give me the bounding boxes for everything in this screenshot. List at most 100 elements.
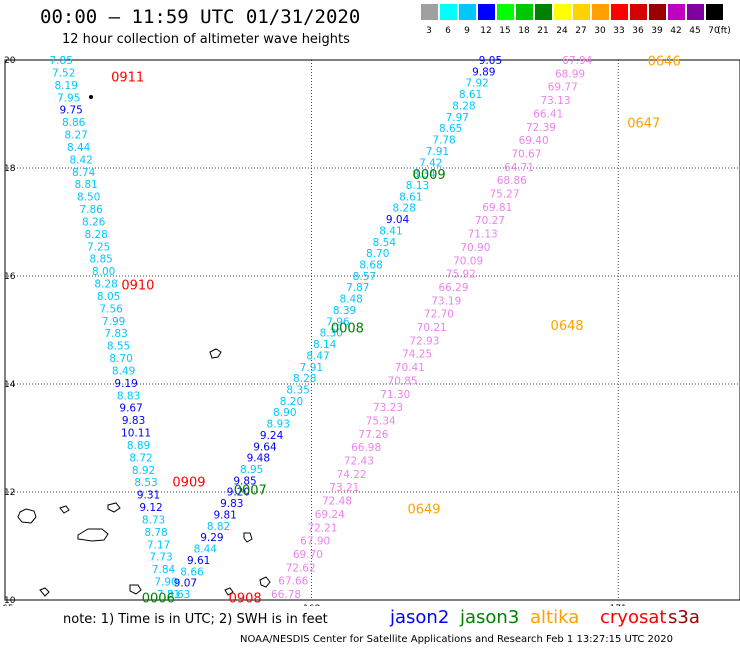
- legend-swatch: [535, 4, 552, 20]
- swh-value: 66.29: [438, 282, 468, 294]
- swh-value: 7.78: [432, 135, 455, 147]
- legend-swatch: [516, 4, 533, 20]
- swh-value: 8.78: [144, 527, 167, 539]
- swh-value: 7.52: [52, 67, 75, 79]
- island-outline: [209, 348, 222, 359]
- swh-value: 8.47: [306, 350, 329, 362]
- swh-value: 9.81: [213, 509, 236, 521]
- swh-value: 8.39: [333, 305, 356, 317]
- swh-value: 7.56: [99, 303, 123, 315]
- swh-value: 8.89: [127, 440, 150, 452]
- island-dot: [89, 95, 93, 99]
- swh-value: 8.54: [373, 237, 397, 249]
- legend-swatch: [687, 4, 704, 20]
- swh-value: 7.86: [79, 204, 103, 216]
- swh-value: 8.50: [77, 192, 100, 204]
- swh-value: 72.93: [409, 335, 439, 347]
- track-label: 0911: [111, 71, 144, 86]
- legend-swatch: [592, 4, 609, 20]
- swh-value: 8.72: [129, 452, 152, 464]
- lat-tick-label: 10: [4, 596, 16, 606]
- swh-value: 9.29: [200, 532, 223, 544]
- swh-value: 9.61: [187, 555, 210, 567]
- swh-value: 7.96: [326, 316, 350, 328]
- swh-value: 8.28: [393, 203, 416, 215]
- legend-label: 12: [480, 26, 492, 36]
- swh-value: 8.65: [439, 123, 462, 135]
- island-outline: [59, 505, 70, 514]
- island-outline: [259, 576, 271, 588]
- swh-value: 8.35: [286, 384, 309, 396]
- swh-value: 70.21: [417, 322, 447, 334]
- swh-value: 8.85: [89, 254, 112, 266]
- swh-value: 8.74: [72, 167, 96, 179]
- swh-value: 77.26: [358, 429, 388, 441]
- swh-value: 8.05: [97, 291, 120, 303]
- legend-label: 42: [670, 26, 682, 36]
- lon-tick-label: 171: [610, 604, 627, 606]
- swh-value: 71.13: [468, 229, 498, 241]
- swh-value: 7.87: [346, 282, 369, 294]
- swh-value: 7.42: [419, 157, 442, 169]
- swh-value: 73.19: [431, 295, 461, 307]
- legend-label: 45: [689, 26, 701, 36]
- swh-value: 8.28: [94, 279, 117, 291]
- swh-value: 70.67: [511, 148, 541, 160]
- swh-value: 8.26: [82, 216, 106, 228]
- mission-label: altika: [530, 607, 580, 628]
- island-outline: [39, 587, 50, 597]
- swh-value: 72.43: [344, 456, 374, 468]
- swh-value: 8.44: [67, 142, 91, 154]
- swh-value: 70.09: [453, 255, 483, 267]
- mission-label: cryosat: [600, 607, 667, 628]
- track-label: 0908: [229, 592, 262, 606]
- swh-value: 8.53: [134, 477, 157, 489]
- legend-swatch: [706, 4, 723, 20]
- swh-value: 9.31: [137, 490, 160, 502]
- legend-label: 30: [594, 26, 606, 36]
- swh-value: 9.24: [260, 430, 284, 442]
- swh-value: 73.21: [329, 482, 359, 494]
- swh-value: 75.92: [446, 269, 476, 281]
- swh-value: 7.91: [426, 146, 449, 158]
- swh-value: 72.21: [307, 522, 337, 534]
- swh-value: 72.70: [424, 309, 454, 321]
- swh-value: 9.20: [227, 487, 250, 499]
- lon-tick-label: 165: [0, 604, 14, 606]
- swh-value: 8.81: [74, 179, 97, 191]
- swh-value: 72.39: [526, 122, 556, 134]
- legend-swatch: [440, 4, 457, 20]
- legend-label: 3: [426, 26, 432, 36]
- swh-value: 9.04: [386, 214, 410, 226]
- lat-tick-label: 12: [4, 488, 15, 498]
- altimeter-map: 165168171174177201816141210 7.857.528.19…: [0, 54, 740, 606]
- mission-label: s3a: [668, 607, 700, 628]
- swh-value: 8.70: [109, 353, 132, 365]
- swh-value: 69.81: [482, 202, 512, 214]
- swh-value: 9.83: [122, 415, 145, 427]
- swh-value: 8.66: [180, 566, 204, 578]
- swh-value: 9.07: [174, 578, 197, 590]
- swh-value: 68.86: [497, 175, 527, 187]
- swh-value: 8.34: [412, 169, 436, 181]
- swh-value: 8.90: [273, 407, 296, 419]
- track-label: 0910: [121, 279, 154, 294]
- swh-value: 7.25: [87, 241, 110, 253]
- swh-value: 73.23: [373, 402, 403, 414]
- swh-value: 10.11: [121, 428, 151, 440]
- swh-values: 7.857.528.197.959.758.868.278.448.428.74…: [50, 55, 593, 601]
- swh-value: 8.73: [142, 514, 165, 526]
- legend-label: 27: [575, 26, 587, 36]
- track-label: 0009: [413, 168, 446, 183]
- legend-swatch: [668, 4, 685, 20]
- swh-value: 68.99: [555, 68, 585, 80]
- swh-value: 75.34: [366, 415, 396, 427]
- footer-note: note: 1) Time is in UTC; 2) SWH is in fe…: [63, 612, 328, 627]
- swh-value: 8.13: [406, 180, 429, 192]
- swh-value: 64.71: [504, 162, 534, 174]
- swh-value: 70.85: [388, 375, 418, 387]
- swh-value: 7.91: [300, 362, 323, 374]
- swh-value: 69.40: [519, 135, 549, 147]
- swh-value: 67.90: [300, 536, 330, 548]
- lat-tick-label: 18: [4, 164, 16, 174]
